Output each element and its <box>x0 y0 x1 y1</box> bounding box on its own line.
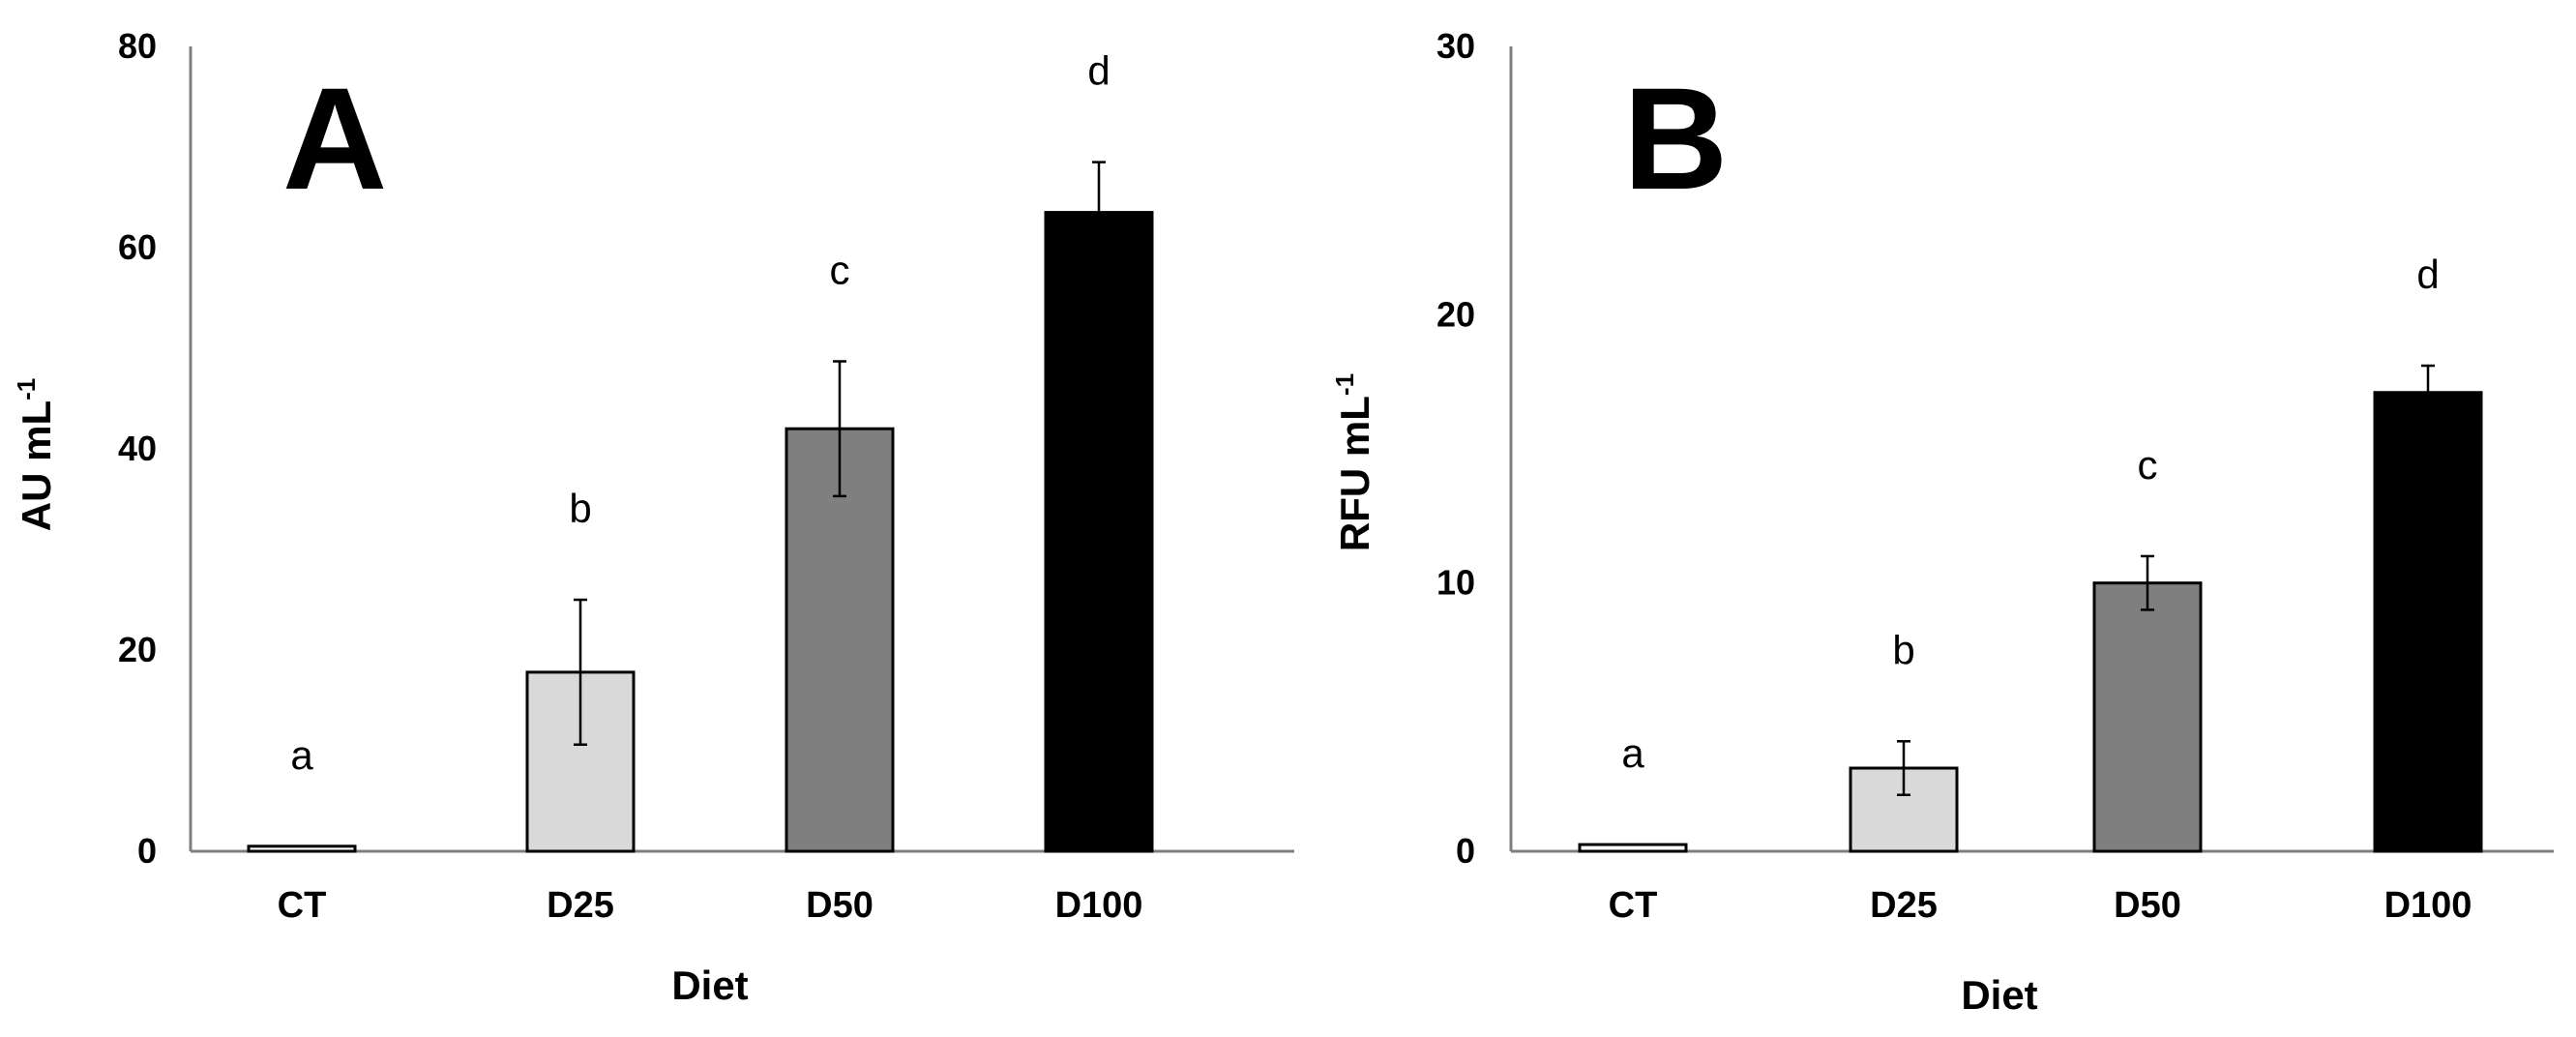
y-tick-label: 0 <box>137 831 157 871</box>
significance-label: d <box>1087 48 1110 94</box>
x-tick-label: D50 <box>2114 885 2181 926</box>
x-axis-label: Diet <box>671 963 748 1008</box>
y-axis-label: AU mL-1 <box>12 378 59 531</box>
significance-label: c <box>830 248 850 293</box>
y-tick-label: 20 <box>118 630 157 669</box>
bar-d100 <box>1044 211 1154 853</box>
significance-label: b <box>1892 627 1914 672</box>
y-tick-label: 20 <box>1436 294 1475 334</box>
x-tick-label: CT <box>278 885 327 926</box>
y-tick-label: 30 <box>1436 26 1475 66</box>
bar-ct <box>1578 843 1688 853</box>
y-tick-label: 10 <box>1436 563 1475 603</box>
panel-label: B <box>1623 57 1728 220</box>
significance-label: a <box>290 732 313 778</box>
y-tick-label: 40 <box>118 429 157 468</box>
y-tick-label: 0 <box>1456 831 1475 871</box>
x-tick-label: D100 <box>2384 885 2472 926</box>
y-tick-label: 80 <box>118 26 157 66</box>
panel-label: A <box>282 57 387 220</box>
y-tick-label: 60 <box>118 227 157 267</box>
panel-a: A Diet AU mL-1 0 20 40 60 80 a CT b D25 c D50 d D100 <box>12 26 1294 1008</box>
significance-label: b <box>569 486 591 531</box>
x-tick-label: D50 <box>806 885 873 926</box>
panel-b: B Diet RFU mL-1 0 10 20 30 a CT b D25 c D50 d D100 <box>1330 26 2554 1018</box>
bar-d50 <box>2092 581 2203 853</box>
x-tick-label: D25 <box>1870 885 1938 926</box>
bar-d50 <box>785 427 895 853</box>
significance-label: a <box>1621 730 1644 776</box>
significance-label: d <box>2416 252 2439 297</box>
y-axis-label: RFU mL-1 <box>1330 373 1377 551</box>
x-tick-label: CT <box>1609 885 1658 926</box>
x-tick-label: D100 <box>1055 885 1143 926</box>
x-tick-label: D25 <box>547 885 614 926</box>
bar-ct <box>247 844 357 853</box>
significance-label: c <box>2138 442 2158 488</box>
bar-d100 <box>2373 391 2483 853</box>
x-axis-label: Diet <box>1961 972 2037 1018</box>
